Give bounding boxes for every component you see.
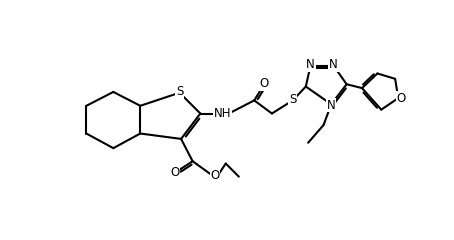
Text: NH: NH [214,107,232,120]
Text: N: N [306,59,315,72]
Text: O: O [170,166,179,179]
Text: O: O [210,168,220,182]
Text: S: S [289,93,296,106]
Text: O: O [397,92,406,105]
Text: O: O [260,77,269,90]
Text: N: N [329,59,338,72]
Text: S: S [176,85,183,98]
Text: N: N [327,99,336,112]
